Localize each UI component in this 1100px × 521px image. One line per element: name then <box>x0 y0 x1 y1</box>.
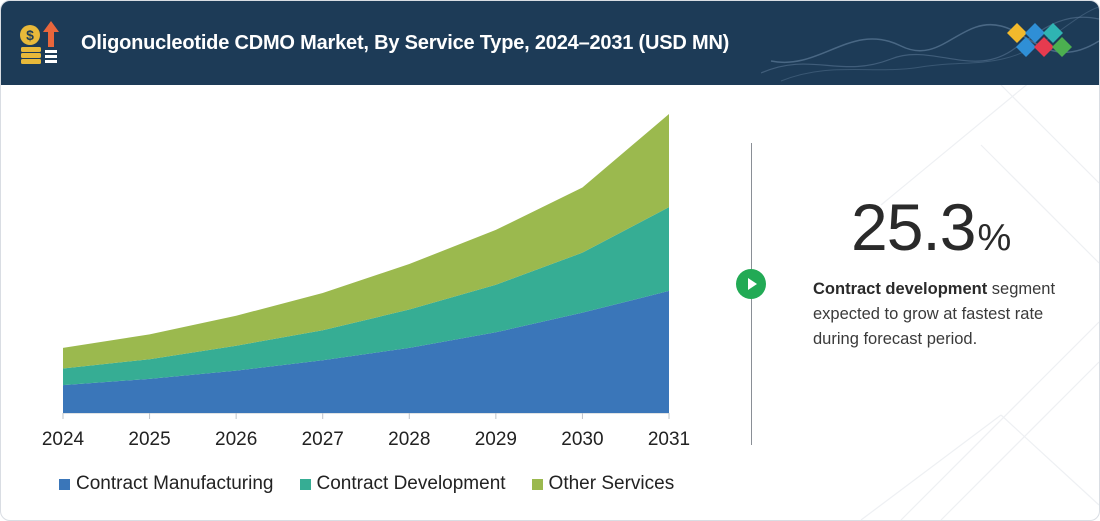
legend-swatch <box>59 478 70 490</box>
x-tick-label: 2024 <box>42 429 85 450</box>
stacked-area-chart: 2024 2025 2026 2027 2028 2029 2030 2031 <box>42 114 690 450</box>
legend-item-contract-manufacturing: Contract Manufacturing <box>59 473 274 495</box>
x-tick-label: 2028 <box>388 429 430 450</box>
x-tick-label: 2026 <box>215 429 257 450</box>
chart-areas <box>63 114 669 413</box>
page-title: Oligonucleotide CDMO Market, By Service … <box>81 32 730 54</box>
x-tick-label: 2027 <box>302 429 344 450</box>
legend-swatch <box>531 478 543 490</box>
legend-item-contract-development: Contract Development <box>299 473 506 495</box>
legend-label: Other Services <box>548 473 675 494</box>
area-contract-manufacturing <box>63 290 669 413</box>
header-bar: $ Oligonucleotide CDMO Market, By Servic… <box>1 1 1099 85</box>
legend-label: Contract Development <box>316 473 506 494</box>
segment-name: Contract development <box>813 280 988 298</box>
x-axis-labels: 2024 2025 2026 2027 2028 2029 2030 2031 <box>42 429 690 450</box>
cagr-description: Contract development segment expected to… <box>813 277 1083 352</box>
cagr-value: 25.3% <box>851 189 1011 265</box>
svg-text:$: $ <box>26 27 34 43</box>
cagr-number: 25.3 <box>851 190 976 264</box>
brand-diamonds-icon <box>761 6 1099 82</box>
segment-description: segment expected to grow at fastest rate… <box>813 280 1056 348</box>
legend-label: Contract Manufacturing <box>76 473 274 494</box>
x-tick-label: 2030 <box>561 429 603 450</box>
play-badge <box>736 269 766 299</box>
play-icon <box>748 278 757 290</box>
area-other-services <box>63 114 669 369</box>
x-tick-label: 2029 <box>475 429 517 450</box>
x-tick-label: 2031 <box>648 429 690 450</box>
legend-item-other-services: Other Services <box>531 473 675 495</box>
area-contract-development <box>63 207 669 386</box>
x-axis-ticks <box>62 413 670 419</box>
legend-swatch <box>299 478 311 490</box>
cagr-unit: % <box>977 217 1011 259</box>
market-growth-icon: $ <box>20 21 59 64</box>
background-lines <box>860 85 1099 520</box>
chart-legend: Contract Manufacturing Contract Developm… <box>59 473 674 495</box>
x-tick-label: 2025 <box>128 429 170 450</box>
